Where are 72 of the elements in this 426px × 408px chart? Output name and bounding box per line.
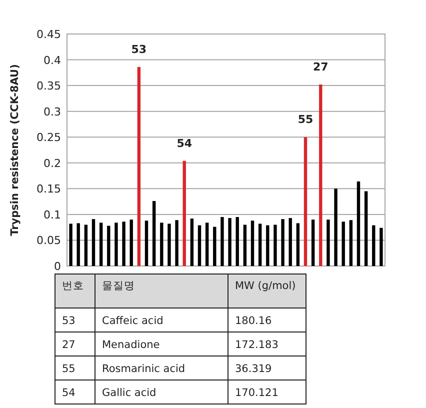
bar <box>168 224 171 266</box>
text: 번호 <box>62 280 84 292</box>
text: 물질명 <box>102 280 135 292</box>
y-tick-label: 0.45 <box>36 28 61 41</box>
bar <box>372 225 376 266</box>
bar <box>243 224 247 266</box>
annotation: 53 <box>131 42 147 56</box>
bar <box>266 225 270 266</box>
bar <box>349 220 353 266</box>
text: 53 <box>62 315 76 327</box>
y-tick-label: 0.4 <box>44 54 61 67</box>
bar <box>258 224 262 266</box>
bar <box>160 222 164 266</box>
bar <box>326 220 330 266</box>
text: 27 <box>62 339 76 351</box>
text: 54 <box>62 387 76 399</box>
annotation: 27 <box>312 60 328 74</box>
text: MW (g/mol) <box>235 280 296 292</box>
bar <box>122 222 126 266</box>
text: Menadione <box>102 339 160 351</box>
text: Rosmarinic acid <box>102 363 186 375</box>
bar <box>334 188 338 266</box>
bar <box>130 220 133 266</box>
y-tick-label: 0.2 <box>44 156 61 170</box>
bar <box>137 66 141 266</box>
bar <box>175 220 178 266</box>
bar <box>107 226 110 266</box>
bar <box>311 220 315 266</box>
bar <box>319 84 322 266</box>
text: Caffeic acid <box>102 315 164 327</box>
bar <box>114 222 118 266</box>
y-axis-title: Trypsin resistence (CCK-8AU) <box>9 64 21 236</box>
bar <box>281 219 284 266</box>
annotation: 54 <box>176 136 192 150</box>
bar <box>356 181 360 266</box>
text: 170.121 <box>235 387 278 399</box>
bar <box>220 217 224 266</box>
text: 180.16 <box>235 315 272 327</box>
bar <box>84 224 88 266</box>
bar <box>190 218 194 266</box>
bar <box>152 201 156 266</box>
text: 36.319 <box>235 363 272 375</box>
y-tick-label: 0 <box>54 260 61 273</box>
bar <box>205 222 209 266</box>
bar <box>296 223 300 266</box>
bar <box>76 223 80 266</box>
text: 172.183 <box>235 339 278 351</box>
y-tick-label: 0.35 <box>36 80 61 93</box>
bar <box>228 218 232 266</box>
y-tick-label: 0.05 <box>36 234 61 248</box>
bar <box>342 222 345 266</box>
bar <box>250 220 254 266</box>
y-tick-label: 0.3 <box>44 105 61 118</box>
bar <box>92 219 96 266</box>
bar <box>364 191 368 266</box>
bar <box>288 218 292 266</box>
bar <box>380 228 383 266</box>
bar <box>274 224 277 266</box>
y-tick-label: 0.25 <box>36 131 61 144</box>
y-tick-label: 0.15 <box>36 182 61 196</box>
text: 55 <box>62 363 76 375</box>
bar <box>99 222 103 266</box>
text: Gallic acid <box>102 387 156 399</box>
bar <box>198 225 202 266</box>
bar <box>69 224 72 266</box>
bar <box>304 137 308 266</box>
y-tick-label: 0.1 <box>44 208 61 222</box>
bar <box>213 226 216 266</box>
annotation: 55 <box>298 113 314 126</box>
bar <box>236 217 239 266</box>
bar <box>182 160 186 266</box>
bar <box>144 220 148 266</box>
